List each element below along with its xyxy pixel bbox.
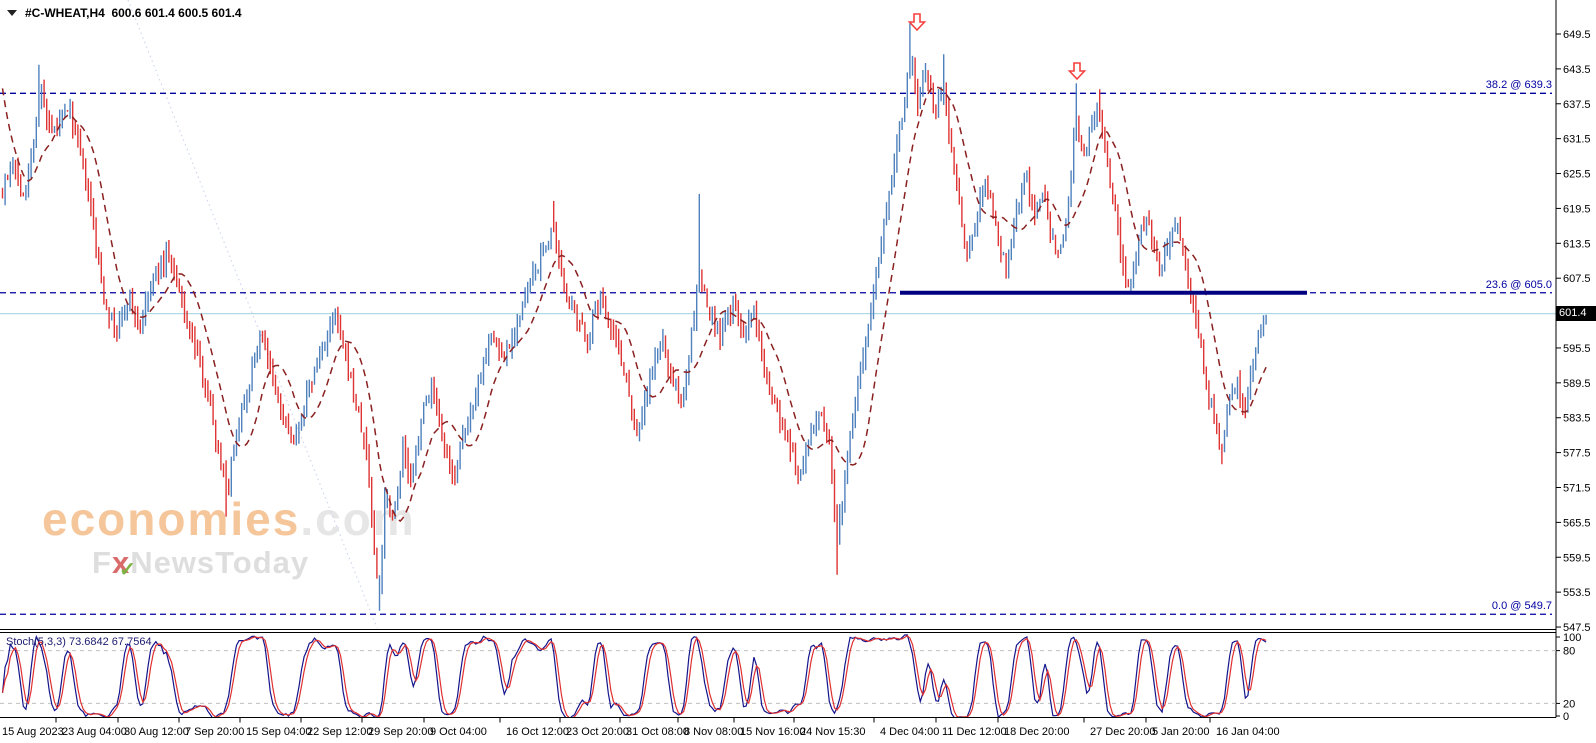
fibonacci-lines	[0, 92, 1552, 615]
price-axis-label: 565.5	[1563, 517, 1591, 529]
price-axis-label: 637.5	[1563, 99, 1591, 111]
time-axis-label: 15 Aug 2023	[2, 726, 64, 738]
price-axis-label: 547.5	[1563, 622, 1591, 634]
price-axis-label: 643.5	[1563, 64, 1591, 76]
fib-level-label-23-6: 23.6 @ 605.0	[1485, 278, 1552, 291]
price-axis-label: 571.5	[1563, 482, 1591, 494]
price-axis-label: 649.5	[1563, 29, 1591, 41]
time-axis-label: 4 Dec 04:00	[880, 726, 939, 738]
watermark-x: x	[111, 545, 131, 580]
ohlc-values: 600.6 601.4 600.5 601.4	[111, 6, 242, 20]
time-axis-label: 15 Nov 16:00	[740, 726, 805, 738]
time-axis-label: 9 Oct 04:00	[430, 726, 487, 738]
time-axis-label: 23 Oct 20:00	[566, 726, 629, 738]
price-axis-label: 559.5	[1563, 552, 1591, 564]
time-axis-label: 22 Sep 12:00	[307, 726, 372, 738]
time-axis-label: 16 Oct 12:00	[506, 726, 569, 738]
down-arrow-icon[interactable]	[907, 13, 927, 32]
price-axis-label: 631.5	[1563, 134, 1591, 146]
stoch-axis-label: 80	[1563, 646, 1575, 658]
watermark-brand-text: economies	[42, 493, 301, 545]
ohlc-values-label	[105, 6, 112, 20]
stoch-name: Stoch(5,3,3)	[6, 636, 66, 648]
symbol-title-bar: #C-WHEAT,H4 600.6 601.4 600.5 601.4	[7, 6, 242, 20]
stoch-axis[interactable]: 100 80 200	[1556, 632, 1581, 723]
time-axis-label: 7 Sep 20:00	[185, 726, 244, 738]
stoch-values: 73.6842 67.7564	[68, 636, 152, 648]
time-axis-label: 18 Dec 20:00	[1004, 726, 1069, 738]
watermark-check-icon: ✓	[119, 559, 137, 581]
watermark-f: F	[92, 545, 112, 580]
sell-arrow-annotations	[907, 13, 1087, 81]
time-axis-label: 15 Sep 04:00	[246, 726, 311, 738]
price-axis-label: 619.5	[1563, 203, 1591, 215]
panel-borders	[0, 0, 1557, 718]
price-axis-label: 607.5	[1563, 273, 1591, 285]
moving-average-line	[1, 86, 1267, 522]
fib-level-label-0-0: 0.0 @ 549.7	[1491, 600, 1552, 613]
stoch-signal-line	[1, 635, 1267, 717]
symbol-dropdown-icon[interactable]	[7, 10, 17, 16]
stoch-main-line	[1, 634, 1267, 717]
stoch-axis-label: 20	[1563, 698, 1575, 710]
price-axis[interactable]: 649.5 643.5 637.5 631.5 625.5 619.5 613.5 607.5…	[1556, 29, 1591, 634]
time-axis-label: 29 Sep 20:00	[368, 726, 433, 738]
time-axis-label: 30 Aug 12:00	[124, 726, 189, 738]
bear-bars	[1, 57, 1246, 579]
price-axis-label: 577.5	[1563, 448, 1591, 460]
current-price-badge: 601.4	[1556, 306, 1596, 321]
time-axis-label: 24 Nov 15:30	[800, 726, 865, 738]
time-axis-label: 11 Dec 12:00	[942, 726, 1007, 738]
watermark-rest: NewsToday	[130, 545, 310, 580]
time-axis-label: 27 Dec 20:00	[1090, 726, 1155, 738]
stochastic-panel	[0, 634, 1556, 717]
time-axis-label: 31 Oct 08:00	[626, 726, 689, 738]
price-axis-label: 553.5	[1563, 587, 1591, 599]
time-axis-label: 8 Nov 08:00	[684, 726, 743, 738]
time-axis-label: 5 Jan 20:00	[1152, 726, 1210, 738]
stoch-axis-label: 100	[1563, 632, 1581, 644]
price-axis-label: 613.5	[1563, 238, 1591, 250]
price-axis-label: 583.5	[1563, 413, 1591, 425]
bull-bars	[4, 23, 1267, 611]
price-axis-label: 595.5	[1563, 343, 1591, 355]
symbol-period-label: #C-WHEAT,H4	[25, 6, 105, 20]
down-arrow-icon[interactable]	[1067, 62, 1087, 81]
price-axis-label: 625.5	[1563, 169, 1591, 181]
fib-level-label-38-2: 38.2 @ 639.3	[1485, 79, 1552, 92]
stoch-axis-label: 0	[1563, 711, 1569, 723]
time-axis-label: 16 Jan 04:00	[1216, 726, 1280, 738]
price-bars	[1, 23, 1267, 611]
watermark-subtitle: Fx ✓ NewsToday	[92, 545, 416, 581]
price-axis-label: 589.5	[1563, 378, 1591, 390]
stochastic-indicator-label: Stoch(5,3,3) 73.6842 67.7564	[6, 636, 152, 648]
time-axis-label: 23 Aug 04:00	[62, 726, 127, 738]
